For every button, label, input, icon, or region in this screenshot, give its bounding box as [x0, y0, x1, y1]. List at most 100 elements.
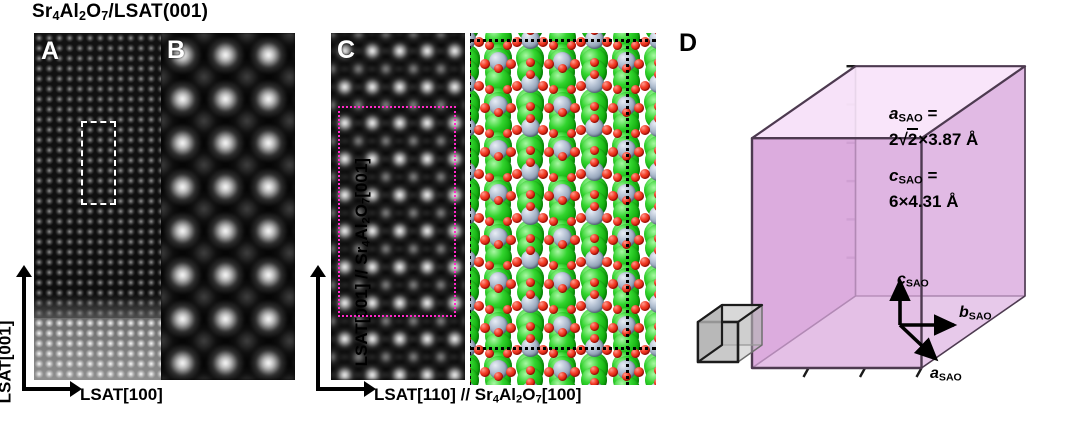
axis-label-a-sao: aSAO — [930, 365, 962, 384]
atom-o — [502, 304, 512, 314]
atom-o — [602, 125, 612, 135]
atom-sr — [645, 191, 656, 217]
axis-label-horizontal-c: LSAT[110] // Sr4Al2O7[100] — [374, 384, 582, 405]
atom-al — [488, 51, 508, 71]
atom-o — [630, 348, 640, 358]
atom-o — [653, 57, 656, 67]
atom-al — [488, 183, 508, 203]
atom-o — [502, 128, 512, 138]
panel-d-unit-cell-schematic: D aSAO = 2√2×3.87 Å cSAO = 6×4.31 Å cSAO — [656, 20, 1080, 432]
annotation-c-sao-label: cSAO = — [889, 166, 938, 187]
atom-al — [470, 293, 476, 313]
atom-al — [488, 359, 508, 379]
atom-al — [552, 271, 572, 291]
atom-o — [576, 345, 586, 355]
atom-o — [589, 245, 599, 255]
atom-o — [480, 147, 490, 157]
atom-o — [538, 301, 548, 311]
atom-al — [648, 161, 656, 181]
atom-o — [493, 283, 503, 293]
title-text-lsat: /LSAT(001) — [108, 1, 209, 22]
atom-o — [525, 101, 535, 111]
atom-o — [608, 147, 618, 157]
atom-o — [608, 191, 618, 201]
roi-dashed-box — [81, 121, 116, 205]
atom-o — [525, 233, 535, 243]
atom-o — [512, 125, 522, 135]
atom-o — [653, 365, 656, 375]
atom-sr — [470, 191, 479, 217]
atom-al — [470, 161, 476, 181]
axis-label-b-sao: bSAO — [959, 304, 992, 323]
atom-o — [544, 147, 554, 157]
atom-al — [648, 293, 656, 313]
atom-o — [570, 103, 580, 113]
atom-o — [630, 172, 640, 182]
atom-o — [634, 367, 644, 377]
panel-label-d: D — [679, 29, 698, 57]
atom-al — [488, 139, 508, 159]
atom-o — [634, 323, 644, 333]
atom-o — [506, 103, 516, 113]
atom-o — [576, 81, 586, 91]
atom-o — [589, 33, 599, 35]
atom-o — [548, 304, 558, 314]
atom-o — [480, 103, 490, 113]
atom-o — [566, 216, 576, 226]
atom-al — [552, 359, 572, 379]
atom-al — [552, 139, 572, 159]
atom-o — [512, 257, 522, 267]
guide-line-horizontal — [470, 39, 656, 42]
atom-sr — [470, 103, 479, 129]
atom-o — [602, 37, 612, 47]
atom-o — [557, 107, 567, 117]
atom-o — [557, 151, 567, 161]
atom-o — [653, 69, 656, 79]
atom-o — [512, 345, 522, 355]
atom-o — [493, 327, 503, 337]
atom-o — [474, 257, 484, 267]
atom-sr — [470, 279, 479, 305]
atom-o — [612, 40, 622, 50]
atom-al — [552, 183, 572, 203]
atom-al — [648, 205, 656, 225]
annotation-a-sao-label: aSAO = — [889, 104, 938, 125]
axis-horizontal-line-a — [22, 387, 74, 391]
atom-o — [589, 189, 599, 199]
atom-o — [653, 33, 656, 35]
atom-o — [570, 235, 580, 245]
atom-o — [548, 40, 558, 50]
atom-al — [470, 205, 476, 225]
atom-o — [506, 279, 516, 289]
atom-o — [653, 189, 656, 199]
atom-o — [566, 304, 576, 314]
atom-sr — [470, 59, 479, 85]
atom-al — [488, 95, 508, 115]
atom-o — [548, 216, 558, 226]
tick-a — [915, 367, 923, 378]
atom-o — [630, 304, 640, 314]
atom-o — [506, 367, 516, 377]
atom-o — [544, 103, 554, 113]
atom-o — [502, 84, 512, 94]
atom-o — [612, 304, 622, 314]
atom-sr — [645, 103, 656, 129]
atom-o — [557, 327, 567, 337]
atom-o — [484, 128, 494, 138]
atom-o — [525, 365, 535, 375]
atom-o — [589, 57, 599, 67]
atom-o — [653, 201, 656, 211]
atom-o — [557, 63, 567, 73]
atom-al — [520, 161, 540, 181]
atom-o — [570, 323, 580, 333]
atom-al — [648, 381, 656, 385]
atom-o — [525, 189, 535, 199]
atom-o — [570, 147, 580, 157]
atom-o — [653, 289, 656, 299]
atom-o — [576, 301, 586, 311]
title-sub-2: 2 — [79, 8, 87, 23]
axis-vertical-line-a — [22, 273, 26, 391]
atom-o — [653, 245, 656, 255]
atom-o — [570, 59, 580, 69]
atom-o — [640, 301, 650, 311]
